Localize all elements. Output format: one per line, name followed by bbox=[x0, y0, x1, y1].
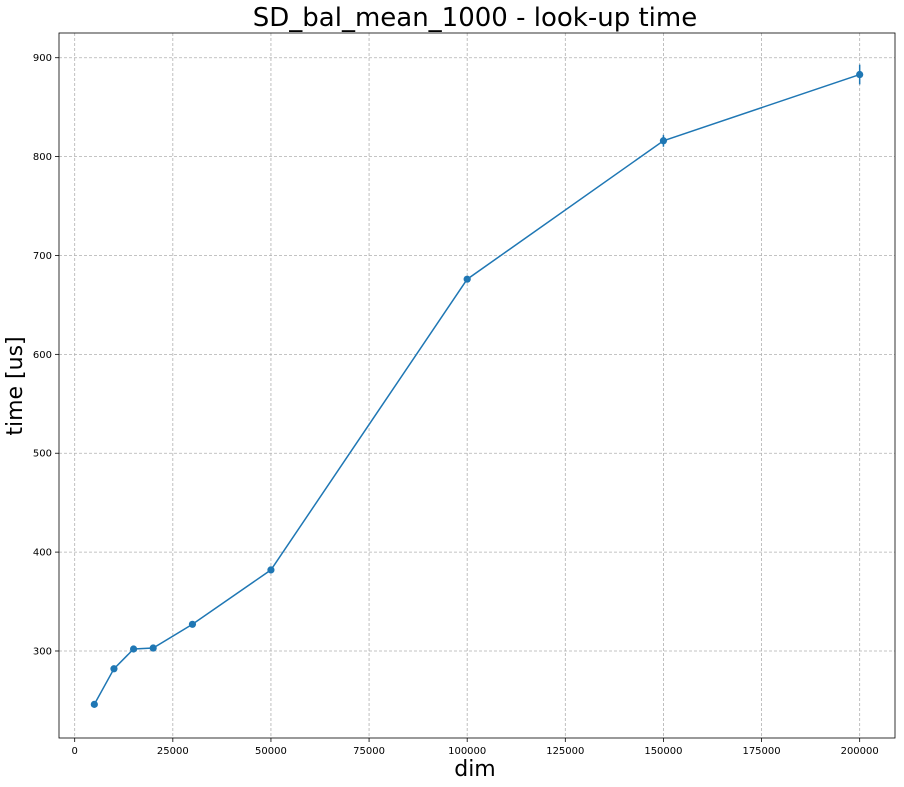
data-point bbox=[129, 645, 138, 653]
series-layer bbox=[90, 64, 864, 708]
y-tick-label: 600 bbox=[33, 350, 52, 361]
y-tick-label: 800 bbox=[33, 152, 52, 163]
data-point bbox=[188, 620, 197, 628]
x-tick-label: 200000 bbox=[841, 746, 879, 757]
y-tick-label: 700 bbox=[33, 251, 52, 262]
y-tick-label: 300 bbox=[33, 646, 52, 657]
data-point bbox=[110, 665, 118, 673]
series-line bbox=[93, 73, 860, 705]
data-point bbox=[856, 70, 864, 79]
chart-title: SD_bal_mean_1000 - look-up time bbox=[253, 3, 697, 33]
x-tick-label: 125000 bbox=[546, 746, 584, 757]
y-tick-label: 500 bbox=[33, 449, 52, 460]
data-point bbox=[659, 137, 668, 145]
x-tick-label: 75000 bbox=[353, 746, 385, 757]
data-point bbox=[463, 275, 471, 283]
y-tick-label: 400 bbox=[33, 548, 52, 559]
plot-area-frame bbox=[58, 32, 896, 739]
tick-layer: 0 25000 50000 75000 100000 125000 150000 175000… bbox=[33, 53, 879, 757]
x-axis-label: dim bbox=[454, 757, 496, 782]
data-point bbox=[90, 700, 98, 708]
data-point bbox=[149, 644, 157, 652]
x-tick-label: 50000 bbox=[255, 746, 287, 757]
x-tick-label: 100000 bbox=[448, 746, 486, 757]
x-tick-label: 150000 bbox=[644, 746, 682, 757]
y-tick-label: 900 bbox=[33, 53, 52, 64]
data-point bbox=[267, 566, 275, 574]
x-tick-label: 0 bbox=[72, 746, 78, 757]
y-axis-label: time [us] bbox=[3, 336, 28, 435]
grid-layer bbox=[59, 33, 895, 738]
x-tick-label: 175000 bbox=[742, 746, 780, 757]
x-tick-label: 25000 bbox=[157, 746, 189, 757]
